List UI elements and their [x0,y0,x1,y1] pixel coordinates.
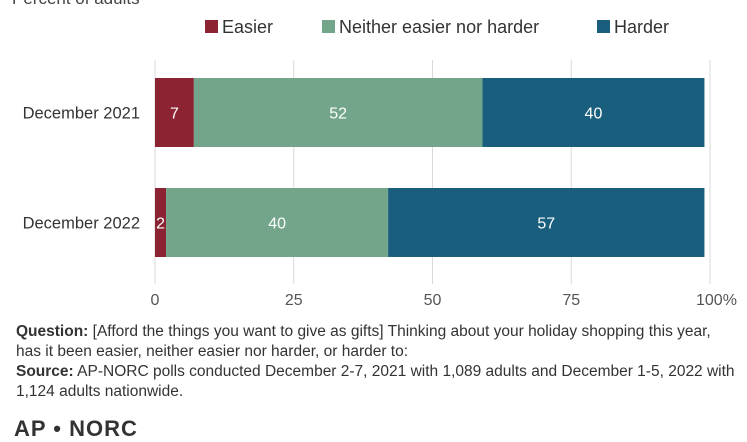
data-label-1-2: 57 [537,216,555,233]
data-label-0-0: 7 [170,106,179,123]
category-label-1: December 2022 [23,215,140,233]
question-label: Question: [16,323,89,340]
legend-swatch-1 [322,20,335,33]
ap-norc-logo: AP • NORC [14,416,138,441]
question-text: [Afford the things you want to give as g… [16,323,711,360]
source-note: Source: AP-NORC polls conducted December… [16,362,736,402]
data-label-0-1: 52 [329,106,347,123]
x-tick-label-3: 75 [562,292,580,309]
data-label-0-2: 40 [585,106,603,123]
legend-label-0: Easier [222,17,273,37]
stacked-bar-chart: Easier Neither easier nor harder Harder Dec… [23,17,737,309]
category-label-0: December 2021 [23,105,140,123]
chart-subtitle: Percent of adults [12,0,140,9]
x-tick-label-2: 50 [424,292,442,309]
bar-1-2 [388,188,705,257]
x-tick-label-1: 25 [285,292,303,309]
chart-notes: Question: [Afford the things you want to… [16,322,736,402]
legend-swatch-0 [205,20,218,33]
bar-1-1 [166,188,389,257]
legend-label-2: Harder [614,17,669,37]
bar-1-0 [155,188,167,257]
legend-label-1: Neither easier nor harder [339,17,539,37]
legend-swatch-2 [597,20,610,33]
bar-0-2 [482,78,705,147]
x-tick-label-0: 0 [151,292,160,309]
data-label-1-0: 2 [156,216,165,233]
data-label-1-1: 40 [268,216,286,233]
question-note: Question: [Afford the things you want to… [16,322,736,362]
bar-0-1 [193,78,483,147]
source-text: AP-NORC polls conducted December 2-7, 20… [16,363,735,400]
source-label: Source: [16,363,74,380]
x-tick-label-4: 100% [696,292,737,309]
bar-0-0 [155,78,194,147]
